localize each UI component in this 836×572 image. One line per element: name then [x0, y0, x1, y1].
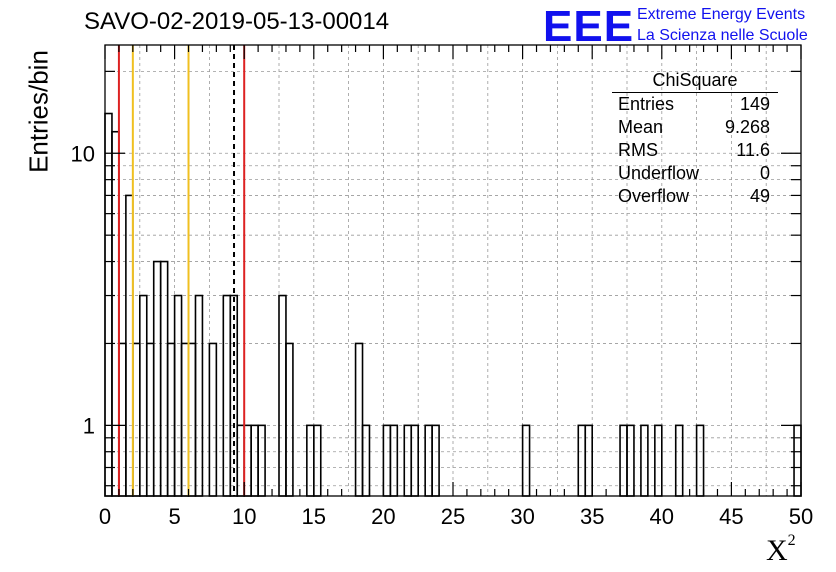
x-tick-label: 40	[650, 504, 674, 529]
y-axis-label: Entries/bin	[23, 50, 54, 173]
histogram-bin	[222, 294, 232, 497]
logo-line-1: Extreme Energy Events	[637, 6, 806, 23]
x-tick-label: 0	[99, 504, 111, 529]
x-tick-label: 5	[168, 504, 180, 529]
x-axis-label-base: X	[766, 534, 788, 567]
reference-lines	[117, 45, 246, 496]
x-tick-label: 25	[441, 504, 465, 529]
logo-line-2: La Scienza nelle Scuole	[637, 27, 808, 44]
x-axis-label: X2	[766, 532, 796, 568]
stats-value: 149	[739, 94, 770, 114]
x-axis-label-superscript: 2	[787, 532, 796, 549]
stats-label: Underflow	[618, 163, 700, 183]
stats-rows: Entries 149 Mean 9.268 RMS 11.6 Underflow 0 Over…	[612, 93, 778, 208]
histogram-bin	[354, 342, 364, 497]
chart-title: SAVO-02-2019-05-13-00014	[84, 8, 390, 35]
histogram-bin	[285, 342, 294, 497]
histogram-bin	[125, 194, 134, 497]
histogram-bin	[145, 342, 155, 497]
histogram-bin	[104, 112, 113, 497]
histogram-bin	[111, 130, 120, 497]
y-tick-label: 10	[71, 141, 95, 166]
stats-row-mean: Mean 9.268	[612, 116, 778, 139]
histogram-bin	[166, 342, 176, 497]
stats-row-underflow: Underflow 0	[612, 162, 778, 185]
tick-labels: 0 5 10 15 20 25 30 35 40 45 50 1 10	[71, 141, 814, 529]
logo-caption: Extreme Energy Events La Scienza nelle S…	[637, 4, 808, 46]
stats-label: Mean	[618, 117, 664, 137]
stats-value: 11.6	[736, 140, 770, 160]
histogram-bin	[173, 294, 183, 497]
stats-box: ChiSquare Entries 149 Mean 9.268 RMS 11.6 Unde…	[612, 70, 778, 208]
x-tick-label: 15	[302, 504, 326, 529]
histogram-bin	[187, 342, 197, 497]
tick-marks	[104, 45, 802, 496]
stats-value: 0	[759, 163, 770, 183]
stats-value: 49	[749, 186, 770, 206]
histogram-bin	[180, 342, 190, 497]
x-tick-label: 10	[232, 504, 256, 529]
stats-row-overflow: Overflow 49	[612, 185, 778, 208]
histogram-bin	[194, 294, 204, 497]
histogram-bin	[159, 260, 169, 497]
histogram-bin	[152, 260, 162, 497]
x-tick-label: 50	[789, 504, 813, 529]
y-tick-label: 1	[83, 413, 95, 438]
x-tick-label: 30	[510, 504, 534, 529]
histogram-bin	[208, 342, 218, 497]
stats-row-entries: Entries 149	[612, 93, 778, 116]
stats-title: ChiSquare	[612, 70, 778, 93]
stats-label: Overflow	[618, 186, 690, 206]
histogram-bin	[278, 294, 287, 497]
stats-value: 9.268	[724, 117, 770, 137]
histogram-bin	[132, 342, 141, 497]
histogram-bin	[118, 342, 127, 497]
stats-row-rms: RMS 11.6	[612, 139, 778, 162]
x-tick-label: 20	[371, 504, 395, 529]
histogram-bin	[139, 294, 148, 497]
x-tick-label: 35	[580, 504, 604, 529]
grid-lines	[105, 45, 801, 496]
x-tick-label: 45	[719, 504, 743, 529]
stats-label: RMS	[618, 140, 658, 160]
eee-logo: EEE	[543, 2, 635, 51]
stats-label: Entries	[618, 94, 675, 114]
